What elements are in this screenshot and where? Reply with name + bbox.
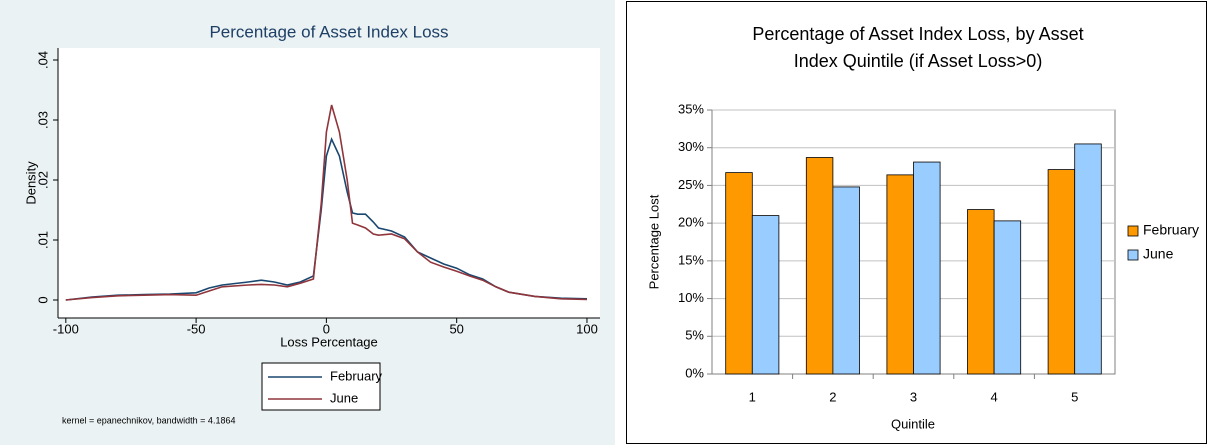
y-tick-label: .02 (35, 171, 50, 189)
legend-label: June (1143, 246, 1174, 262)
bar (805, 157, 834, 375)
x-tick-label: 100 (576, 321, 598, 336)
bar (725, 172, 753, 375)
y-tick-label: 30% (678, 139, 704, 154)
legend-swatch (1127, 225, 1139, 237)
chart-title: Index Quintile (if Asset Loss>0) (794, 51, 1043, 71)
y-tick-label: 25% (678, 177, 704, 192)
y-tick-label: 0 (35, 296, 50, 303)
chart-title: Percentage of Asset Index Loss, by Asset (752, 24, 1083, 44)
x-tick-label: 5 (1071, 389, 1078, 404)
y-tick-label: .03 (35, 111, 50, 129)
bar (967, 209, 995, 375)
y-tick-label: 0% (685, 365, 704, 380)
x-tick-label: 1 (749, 389, 756, 404)
legend-label: February (330, 368, 383, 383)
bar (832, 186, 860, 375)
y-axis-title: Density (23, 161, 38, 205)
bar (751, 215, 780, 375)
legend-box (261, 362, 381, 411)
bar (886, 174, 914, 375)
left-plot-area (58, 48, 600, 318)
x-axis-title: Loss Percentage (280, 334, 378, 349)
x-tick-label: 0 (323, 321, 330, 336)
x-tick-label: -100 (53, 321, 79, 336)
note: kernel = epanechnikov, bandwidth = 4.186… (62, 415, 235, 425)
y-axis-title: Percentage Lost (646, 194, 661, 289)
y-tick-label: 15% (678, 252, 704, 267)
x-tick-label: 50 (449, 321, 463, 336)
y-tick-label: 10% (678, 290, 704, 305)
legend-swatch (1127, 249, 1139, 261)
bar (1047, 169, 1076, 375)
x-tick-label: -50 (187, 321, 206, 336)
bar (993, 220, 1022, 375)
density-line (65, 136, 588, 301)
x-tick-label: 4 (990, 389, 997, 404)
x-tick-label: 3 (910, 389, 917, 404)
x-tick-label: 2 (829, 389, 836, 404)
y-tick-label: .04 (35, 51, 50, 69)
y-tick-label: 5% (685, 328, 704, 343)
x-axis-title: Quintile (891, 416, 935, 431)
density-line (65, 104, 588, 301)
y-tick-label: .01 (35, 231, 50, 249)
y-tick-label: 20% (678, 215, 704, 230)
y-tick-label: 35% (678, 101, 704, 116)
legend-label: February (1143, 222, 1199, 238)
bar (913, 161, 941, 375)
legend-label: June (330, 390, 358, 405)
bar (1074, 143, 1102, 375)
chart-title: Percentage of Asset Index Loss (209, 22, 448, 41)
